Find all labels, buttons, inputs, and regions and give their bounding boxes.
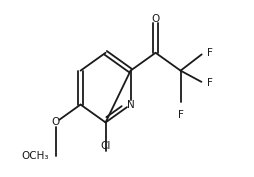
Text: O: O: [151, 14, 160, 24]
Text: O: O: [52, 117, 60, 127]
Text: OCH₃: OCH₃: [21, 151, 49, 161]
Text: F: F: [207, 48, 213, 58]
Text: N: N: [127, 100, 134, 110]
Text: F: F: [178, 110, 183, 120]
Text: Cl: Cl: [100, 141, 111, 151]
Text: F: F: [207, 78, 213, 88]
